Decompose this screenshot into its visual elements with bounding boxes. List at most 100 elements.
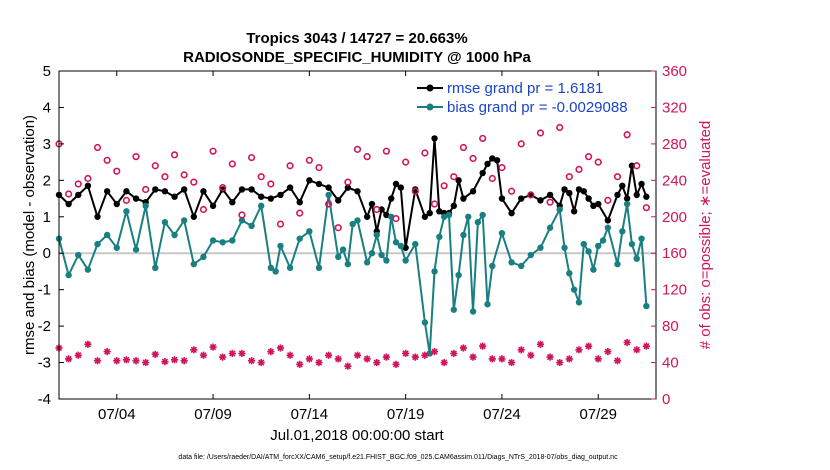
bias-point	[325, 191, 332, 199]
rmse-point	[455, 177, 462, 184]
rmse-point	[325, 184, 332, 191]
y-tick-label: -2	[38, 318, 51, 335]
obs-possible-point	[180, 171, 188, 179]
rmse-point	[171, 193, 178, 200]
bias-point	[484, 301, 491, 308]
bias-point	[378, 251, 385, 259]
y-right-tick-label: 0	[662, 391, 670, 408]
rmse-point	[561, 186, 568, 193]
bias-point	[132, 246, 140, 253]
obs-evaluated-point	[373, 358, 381, 367]
obs-evaluated-point	[517, 346, 525, 354]
obs-possible-point	[488, 174, 496, 183]
obs-possible-point	[613, 173, 622, 181]
obs-evaluated-point	[161, 358, 169, 366]
rmse-point	[426, 209, 433, 217]
bias-point	[344, 260, 352, 268]
obs-evaluated-point	[344, 362, 352, 370]
obs-evaluated-point	[421, 351, 429, 359]
footnote: data file: /Users/raeder/DAI/ATM_forcXX/…	[178, 454, 618, 461]
obs-evaluated-point	[122, 356, 131, 364]
obs-evaluated-point	[267, 348, 275, 356]
x-tick-label: 07/04	[98, 406, 136, 423]
bias-point	[595, 242, 602, 250]
bias-point	[469, 308, 477, 315]
bias-point	[638, 235, 645, 242]
y-tick-label: 1	[43, 209, 51, 226]
obs-evaluated-point	[392, 360, 400, 368]
obs-evaluated-point	[315, 358, 323, 367]
obs-evaluated-point	[113, 357, 121, 365]
obs-evaluated-point	[305, 355, 313, 363]
obs-evaluated-point	[151, 350, 159, 358]
bias-point	[123, 208, 130, 215]
rmse-point	[633, 191, 640, 199]
y-right-tick-label: 80	[662, 318, 679, 335]
obs-possible-point	[633, 162, 641, 170]
rmse-point	[123, 188, 130, 195]
rmse-point	[397, 184, 405, 191]
rmse-point	[344, 184, 352, 191]
x-tick-label: 07/29	[579, 406, 617, 423]
obs-possible-point	[584, 153, 593, 161]
y-right-tick-label: 360	[662, 63, 687, 80]
rmse-point	[267, 195, 275, 202]
bias-point	[258, 202, 265, 210]
rmse-point	[392, 180, 400, 188]
bias-point	[633, 255, 640, 262]
x-tick-label: 07/14	[291, 406, 329, 423]
rmse-point	[306, 177, 313, 184]
bias-point	[508, 259, 515, 266]
rmse-point	[623, 195, 631, 202]
obs-possible-point	[334, 224, 342, 232]
bias-point	[566, 270, 573, 277]
bias-point	[368, 250, 376, 257]
obs-evaluated-point	[247, 357, 256, 365]
rmse-point	[335, 197, 342, 204]
obs-evaluated-point	[74, 351, 82, 359]
obs-possible-point	[517, 140, 525, 148]
obs-evaluated-point	[334, 355, 342, 363]
bias-point	[479, 211, 486, 219]
obs-evaluated-point	[219, 353, 227, 361]
y-tick-label: 0	[43, 245, 51, 262]
bias-point	[599, 237, 607, 244]
obs-possible-point	[353, 145, 362, 153]
obs-possible-point	[103, 156, 111, 164]
rmse-point	[84, 182, 92, 189]
bias-point	[349, 220, 356, 228]
obs-possible-point	[325, 200, 333, 208]
bias-point	[440, 213, 448, 220]
bias-point	[628, 240, 636, 248]
obs-possible-point	[440, 182, 448, 190]
rmse-point	[595, 200, 602, 208]
bias-point	[190, 260, 198, 268]
y-axis-right-label: # of obs: o=possible; ∗=evaluated	[697, 121, 714, 350]
bias-point	[619, 228, 626, 235]
obs-possible-point	[527, 191, 535, 199]
bias-point	[363, 259, 371, 266]
rmse-point	[643, 193, 650, 200]
bias-point	[431, 268, 438, 275]
obs-possible-point	[93, 143, 102, 152]
bias-point	[339, 246, 347, 253]
bias-point	[575, 299, 583, 306]
obs-evaluated-point	[565, 355, 573, 363]
obs-possible-point	[84, 174, 92, 183]
obs-evaluated-point	[604, 348, 612, 356]
bias-point	[238, 217, 246, 224]
bias-point	[286, 264, 294, 271]
plot-frame	[58, 70, 657, 400]
rmse-point	[180, 186, 188, 193]
bias-point	[455, 271, 462, 279]
bias-point	[498, 229, 506, 237]
bias-point	[460, 231, 467, 239]
obs-evaluated-point	[353, 351, 362, 359]
bias-point	[373, 231, 380, 239]
obs-possible-point	[113, 167, 121, 175]
rmse-point	[388, 195, 395, 202]
obs-evaluated-point	[382, 353, 390, 361]
bias-point	[171, 231, 178, 239]
legend-bias-marker	[426, 103, 434, 111]
